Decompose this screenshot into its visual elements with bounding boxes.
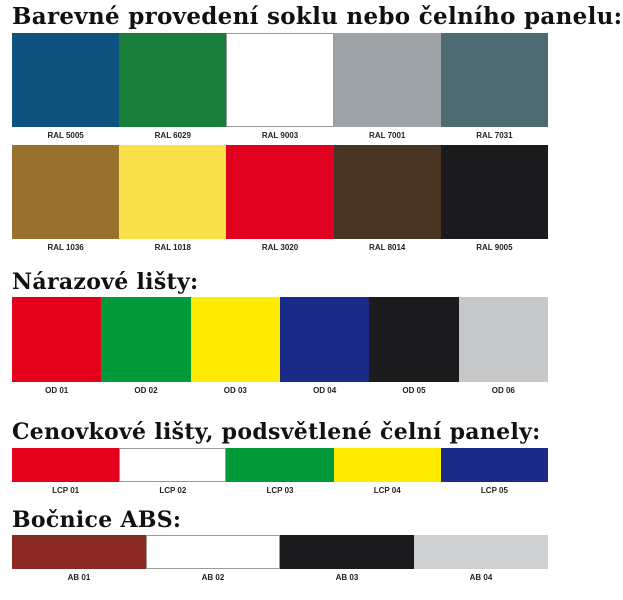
swatch-color <box>333 448 441 482</box>
color-swatch: AB 03 <box>280 535 414 582</box>
swatch-row: RAL 1036 RAL 1018 RAL 3020 RAL 8014 RAL 9005 <box>12 145 549 252</box>
swatch-label: RAL 7031 <box>476 131 513 140</box>
swatch-color <box>440 33 549 127</box>
swatch-color <box>279 297 370 382</box>
swatch-row: AB 01 AB 02 AB 03 AB 04 <box>12 535 548 582</box>
swatch-label: LCP 02 <box>159 486 187 495</box>
swatch-label: RAL 3020 <box>261 243 299 252</box>
swatch-label: RAL 9005 <box>476 243 513 252</box>
color-swatch: OD 06 <box>458 297 548 395</box>
swatch-label: AB 02 <box>201 573 225 582</box>
swatch-label: RAL 8014 <box>369 243 406 252</box>
color-swatch: AB 01 <box>12 535 146 582</box>
section-title-sokl: Barevné provedení soklu nebo čelního pan… <box>12 3 623 30</box>
swatch-color <box>12 145 120 239</box>
swatch-label: RAL 1036 <box>47 243 84 252</box>
color-swatch: RAL 1018 <box>119 145 227 252</box>
swatch-color <box>12 535 146 569</box>
swatch-color <box>119 145 227 239</box>
section-title-bocnice: Bočnice ABS: <box>12 507 182 533</box>
color-swatch: LCP 04 <box>333 448 441 495</box>
swatch-color <box>280 535 414 569</box>
swatch-color <box>226 145 334 239</box>
swatch-label: LCP 05 <box>480 486 508 495</box>
swatch-label: AB 03 <box>335 573 359 582</box>
swatch-label: LCP 01 <box>52 486 80 495</box>
color-swatch: RAL 6029 <box>119 33 227 140</box>
color-swatch: RAL 7001 <box>333 33 441 140</box>
swatch-color <box>119 33 227 127</box>
color-swatch: AB 04 <box>414 535 548 582</box>
swatch-row: LCP 01 LCP 02 LCP 03 LCP 04 LCP 05 <box>12 448 549 495</box>
swatch-color <box>226 33 334 127</box>
swatch-label: RAL 6029 <box>154 131 191 140</box>
swatch-label: AB 01 <box>67 573 91 582</box>
swatch-row: OD 01 OD 02 OD 03 OD 04 OD 05 OD 06 <box>12 297 548 395</box>
swatch-color <box>119 448 227 482</box>
color-swatch: OD 01 <box>12 297 102 395</box>
color-swatch: RAL 7031 <box>440 33 549 140</box>
swatch-color <box>12 297 102 382</box>
swatch-label: LCP 04 <box>373 486 401 495</box>
swatch-color <box>101 297 191 382</box>
color-swatch: OD 05 <box>369 297 459 395</box>
swatch-label: OD 01 <box>45 386 69 395</box>
swatch-label: OD 06 <box>491 386 515 395</box>
color-swatch: OD 03 <box>190 297 280 395</box>
section-title-cenovkove-listy: Cenovkové lišty, podsvětlené čelní panel… <box>12 419 541 445</box>
color-swatch: AB 02 <box>146 535 280 582</box>
color-swatch: RAL 5005 <box>12 33 120 140</box>
swatch-color <box>333 145 441 239</box>
swatch-color <box>414 535 548 569</box>
swatch-label: OD 03 <box>223 386 247 395</box>
swatch-label: OD 05 <box>402 386 426 395</box>
swatch-label: RAL 7001 <box>369 131 406 140</box>
swatch-color <box>146 535 280 569</box>
swatch-label: LCP 03 <box>266 486 294 495</box>
swatch-color <box>458 297 548 382</box>
swatch-label: AB 04 <box>469 573 493 582</box>
swatch-label: OD 02 <box>134 386 158 395</box>
swatch-label: RAL 5005 <box>47 131 84 140</box>
swatch-label: RAL 1018 <box>154 243 191 252</box>
color-swatch: LCP 01 <box>12 448 120 495</box>
color-swatch: RAL 9005 <box>440 145 549 252</box>
color-swatch: RAL 9003 <box>226 33 334 140</box>
swatch-color <box>333 33 441 127</box>
swatch-color <box>440 145 549 239</box>
swatch-label: RAL 9003 <box>261 131 299 140</box>
swatch-color <box>440 448 549 482</box>
section-title-narazove-listy: Nárazové lišty: <box>12 269 199 295</box>
swatch-color <box>12 33 120 127</box>
color-swatch: RAL 1036 <box>12 145 120 252</box>
swatch-color <box>226 448 334 482</box>
swatch-color <box>190 297 280 382</box>
swatch-row: RAL 5005 RAL 6029 RAL 9003 RAL 7001 RAL 7031 <box>12 33 549 140</box>
color-swatch: OD 04 <box>279 297 370 395</box>
color-swatch: OD 02 <box>101 297 191 395</box>
color-swatch: RAL 3020 <box>226 145 334 252</box>
swatch-label: OD 04 <box>313 386 337 395</box>
color-swatch: LCP 05 <box>440 448 549 495</box>
swatch-color <box>12 448 120 482</box>
swatch-color <box>369 297 459 382</box>
color-swatch: LCP 03 <box>226 448 334 495</box>
color-swatch: RAL 8014 <box>333 145 441 252</box>
color-swatch: LCP 02 <box>119 448 227 495</box>
